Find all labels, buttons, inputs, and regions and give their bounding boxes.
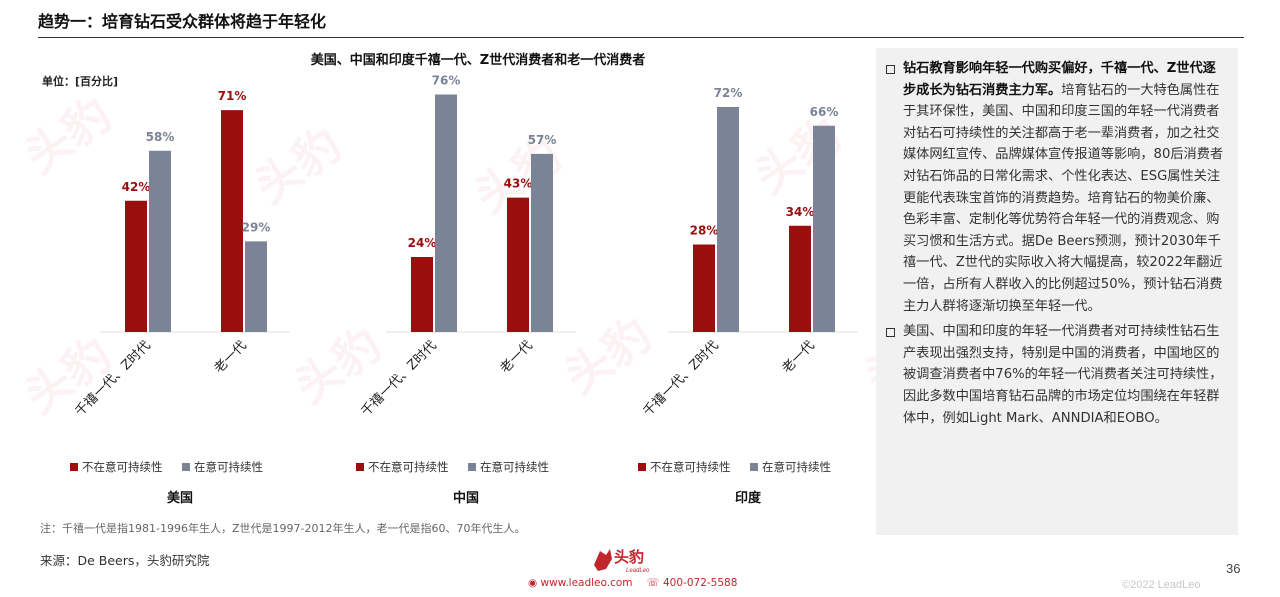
data-label: 43%	[504, 177, 533, 191]
bar-not-care	[693, 244, 715, 332]
category-tick-label: 千禧一代、Z时代	[641, 338, 722, 419]
category-tick-label: 千禧一代、Z时代	[73, 338, 154, 419]
bullet-lead: 钻石教育影响年轻一代购买偏好，千禧一代、Z世代逐步成长为钻石消费主力军。	[903, 61, 1216, 98]
source-note: 来源：De Beers，头豹研究院	[40, 553, 210, 568]
legend-label: 在意可持续性	[194, 460, 263, 474]
legend-swatch	[638, 463, 646, 471]
leadleo-logo: 头豹 LeadLeo	[594, 548, 650, 574]
svg-text:头豹: 头豹	[614, 548, 644, 566]
category-tick-label: 老一代	[780, 338, 818, 376]
insight-panel: 钻石教育影响年轻一代购买偏好，千禧一代、Z世代逐步成长为钻石消费主力军。培育钻石…	[876, 48, 1238, 535]
data-label: 58%	[146, 130, 175, 144]
bar-not-care	[125, 200, 147, 332]
country-label: 美国	[167, 490, 193, 506]
data-label: 29%	[242, 220, 271, 234]
bar-care	[531, 153, 553, 332]
globe-icon: ◉	[528, 577, 538, 589]
checkbox-bullet-icon	[886, 328, 895, 338]
leopard-logo-icon	[594, 549, 612, 571]
phone-icon: ☏	[646, 577, 660, 589]
bullet-body: 培育钻石的一大特色属性在于其环保性，美国、中国和印度三国的年轻一代消费者对钻石可…	[903, 82, 1224, 314]
bar-not-care	[507, 197, 529, 332]
legend-label: 在意可持续性	[480, 460, 549, 474]
unit-label: 单位：[百分比]	[42, 74, 118, 88]
bar-chart: 美国、中国和印度千禧一代、Z世代消费者和老一代消费者 单位：[百分比] 42% 5…	[42, 52, 858, 506]
bar-care	[813, 125, 835, 332]
data-label: 34%	[786, 205, 815, 219]
footer-contact: ◉ www.leadleo.com ☏ 400-072-5588	[528, 577, 737, 589]
phone-number: ☏ 400-072-5588	[646, 577, 738, 589]
legend-swatch	[182, 463, 190, 471]
page-header: 趋势一：培育钻石受众群体将趋于年轻化	[38, 10, 1244, 38]
data-label: 76%	[432, 74, 461, 88]
bar-care	[717, 107, 739, 332]
legend-swatch	[70, 463, 78, 471]
bar-care	[149, 150, 171, 332]
chart-area: 美国、中国和印度千禧一代、Z世代消费者和老一代消费者 单位：[百分比] 42% 5…	[0, 40, 870, 520]
chart-title: 美国、中国和印度千禧一代、Z世代消费者和老一代消费者	[311, 52, 645, 68]
data-label: 24%	[408, 236, 437, 250]
bullet-body: 美国、中国和印度的年轻一代消费者对可持续性钻石生产表现出强烈支持，特别是中国的消…	[903, 324, 1223, 426]
data-label: 28%	[690, 224, 719, 238]
legend-swatch	[356, 463, 364, 471]
copyright: ©2022 LeadLeo	[1122, 579, 1201, 591]
category-tick-label: 老一代	[498, 338, 536, 376]
category-tick-label: 千禧一代、Z时代	[359, 338, 440, 419]
bar-not-care	[221, 110, 243, 332]
data-label: 66%	[810, 105, 839, 119]
website-link[interactable]: ◉ www.leadleo.com	[528, 577, 633, 589]
chart-note: 注：千禧一代是指1981-1996年生人，Z世代是1997-2012年生人，老一…	[40, 522, 526, 535]
legend-label: 不在意可持续性	[368, 460, 449, 474]
page-number: 36	[1226, 561, 1241, 576]
page-title: 趋势一：培育钻石受众群体将趋于年轻化	[38, 12, 327, 31]
country-label: 印度	[735, 490, 762, 506]
insight-bullet-1: 钻石教育影响年轻一代购买偏好，千禧一代、Z世代逐步成长为钻石消费主力军。培育钻石…	[884, 58, 1228, 317]
bar-not-care	[411, 257, 433, 332]
category-tick-label: 老一代	[212, 338, 250, 376]
country-label: 中国	[453, 490, 479, 506]
svg-text:LeadLeo: LeadLeo	[626, 568, 650, 574]
checkbox-bullet-icon	[886, 65, 895, 74]
legend-swatch	[468, 463, 476, 471]
bar-not-care	[789, 225, 811, 332]
data-label: 72%	[714, 86, 743, 100]
bar-care	[245, 241, 267, 332]
legend-label: 在意可持续性	[762, 460, 831, 474]
data-label: 57%	[528, 133, 557, 147]
data-label: 71%	[218, 89, 247, 103]
insight-bullet-2: 美国、中国和印度的年轻一代消费者对可持续性钻石生产表现出强烈支持，特别是中国的消…	[884, 321, 1228, 429]
legend-swatch	[750, 463, 758, 471]
bar-care	[435, 94, 457, 332]
data-label: 42%	[122, 180, 151, 194]
legend-label: 不在意可持续性	[82, 460, 163, 474]
legend-label: 不在意可持续性	[650, 460, 731, 474]
